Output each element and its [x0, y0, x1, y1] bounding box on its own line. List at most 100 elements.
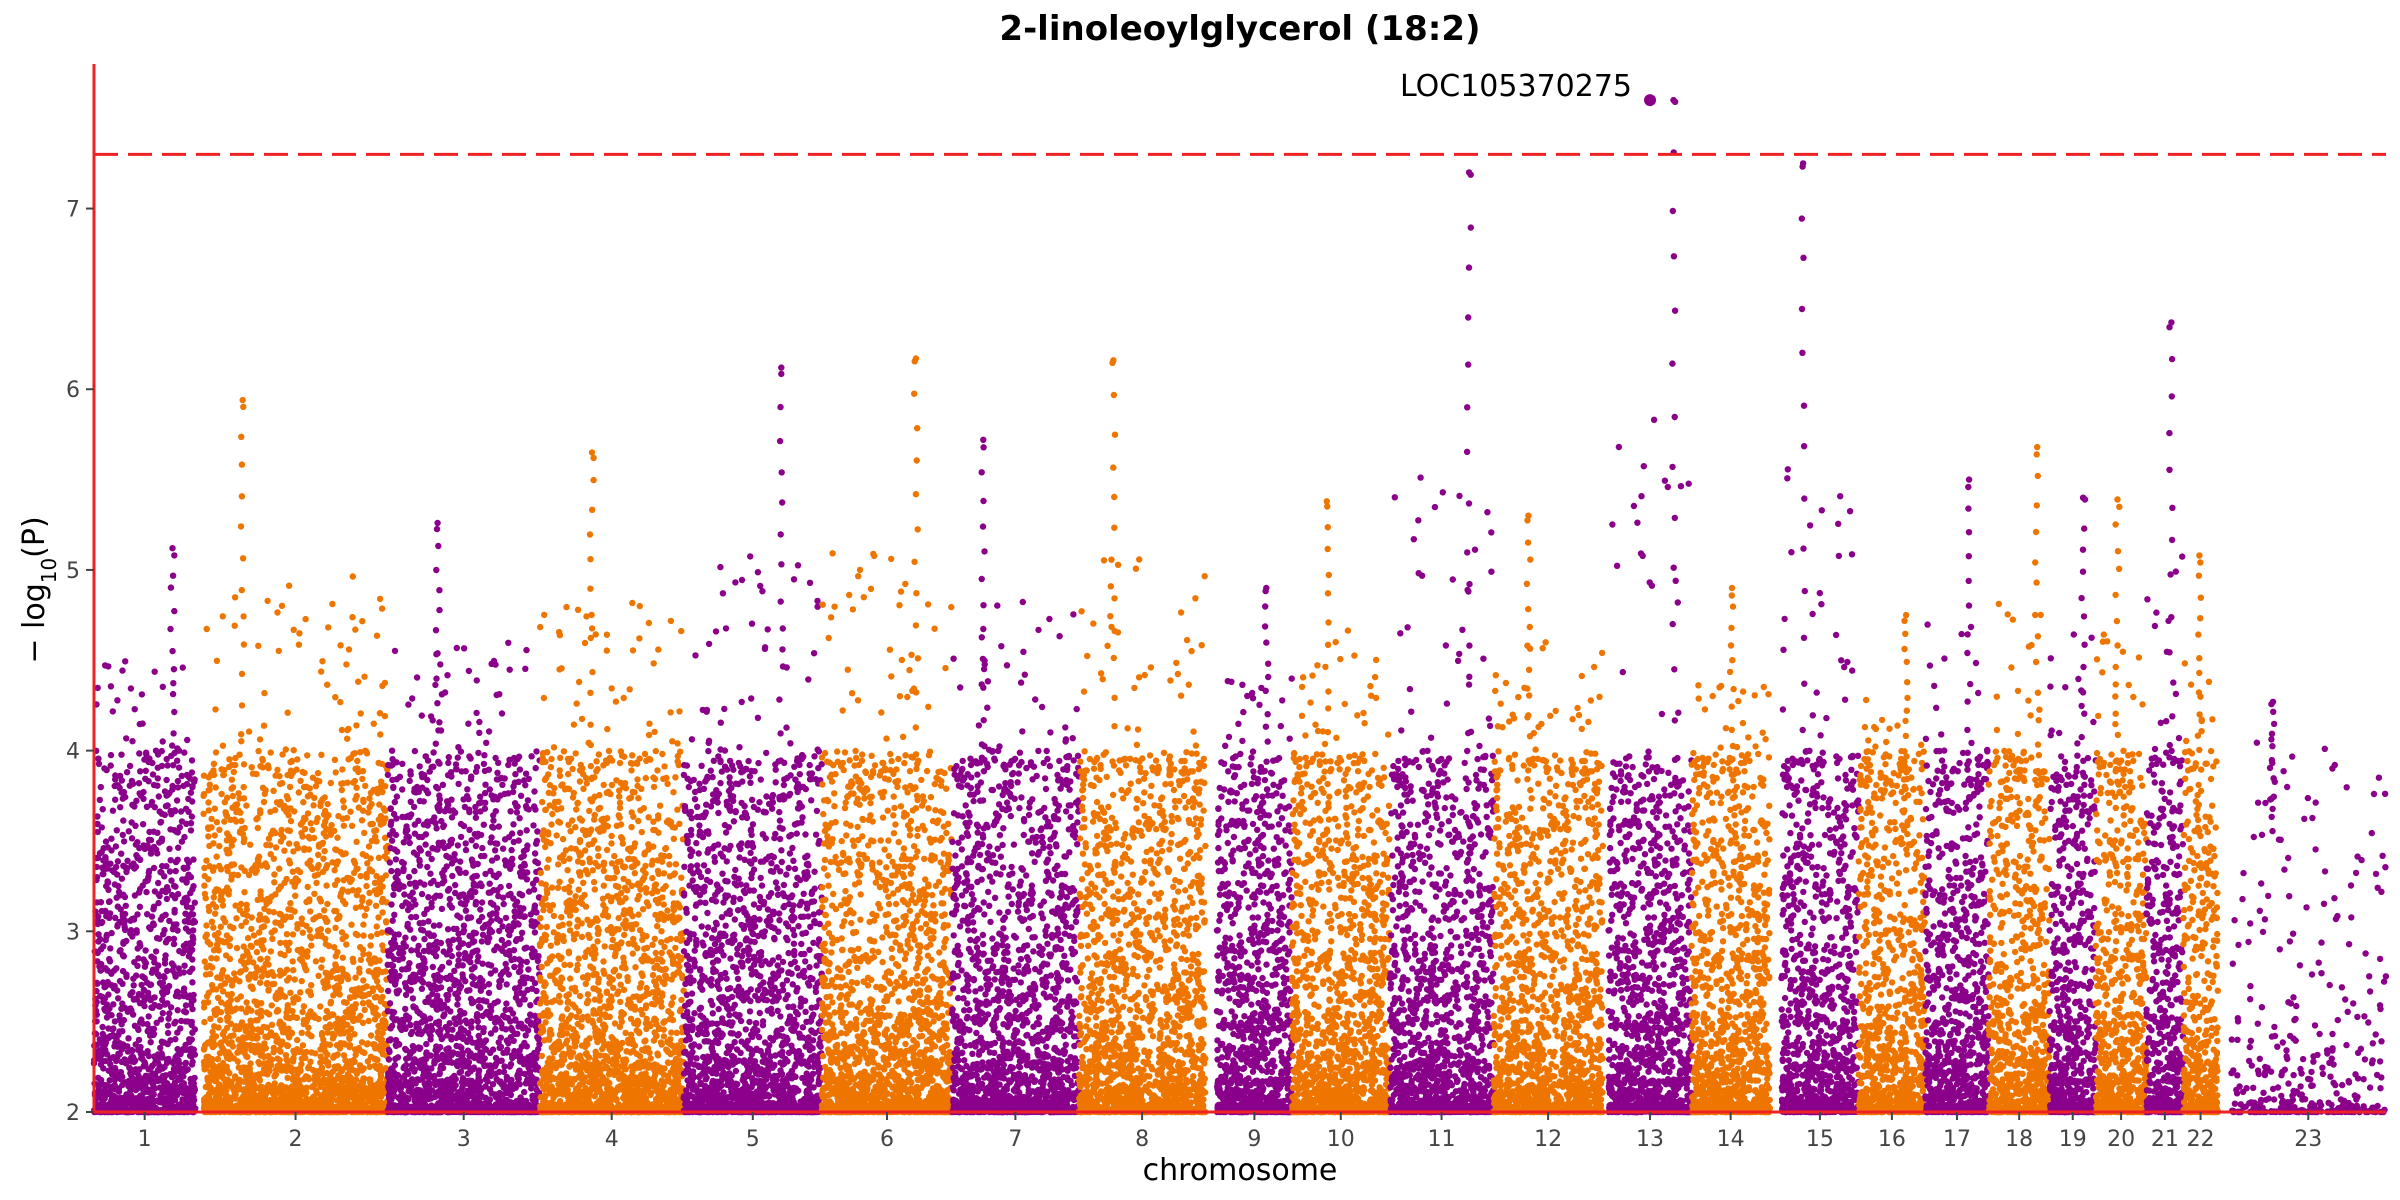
snp-point [516, 837, 522, 843]
snp-point [530, 881, 536, 887]
snp-point [257, 888, 263, 894]
snp-point [315, 871, 321, 877]
snp-point [318, 964, 324, 970]
snp-point [206, 807, 212, 813]
snp-point [467, 953, 473, 959]
snp-point [350, 1090, 356, 1096]
snp-point [339, 766, 345, 772]
snp-point [379, 761, 385, 767]
snp-point [116, 1012, 122, 1018]
snp-point [290, 1055, 296, 1061]
snp-point [188, 827, 194, 833]
snp-point [140, 821, 146, 827]
snp-point [287, 784, 293, 790]
snp-point [358, 873, 364, 879]
snp-point [428, 880, 434, 886]
snp-point [224, 932, 230, 938]
snp-point [224, 1063, 230, 1069]
snp-point [123, 869, 129, 875]
snp-point [266, 908, 272, 914]
snp-point [204, 993, 210, 999]
snp-point [189, 956, 195, 962]
snp-point [155, 880, 161, 886]
snp-point [311, 1093, 317, 1099]
snp-point [131, 915, 137, 921]
snp-point [290, 958, 296, 964]
chromosome-3-points [385, 520, 543, 1115]
snp-point [417, 920, 423, 926]
snp-point [115, 995, 121, 1001]
snp-point [283, 746, 289, 752]
snp-point [178, 1018, 184, 1024]
snp-point [330, 1054, 336, 1060]
snp-point [264, 598, 270, 604]
snp-point [496, 928, 502, 934]
snp-point [190, 1077, 196, 1083]
snp-point [110, 808, 116, 814]
snp-point [318, 752, 324, 758]
snp-point [137, 768, 143, 774]
snp-point [380, 1051, 386, 1057]
snp-point [431, 923, 437, 929]
snp-point [251, 974, 257, 980]
snp-point [181, 963, 187, 969]
snp-point [262, 860, 268, 866]
snp-point [104, 1082, 110, 1088]
snp-point [241, 641, 247, 647]
snp-point [162, 960, 168, 966]
snp-point [390, 918, 396, 924]
snp-point [372, 880, 378, 886]
snp-point [144, 1050, 150, 1056]
snp-point [171, 666, 177, 672]
snp-point [130, 976, 136, 982]
snp-point [524, 827, 530, 833]
snp-point [182, 1060, 188, 1066]
snp-point [318, 841, 324, 847]
snp-point [342, 1041, 348, 1047]
snp-point [135, 1100, 141, 1106]
snp-point [372, 958, 378, 964]
snp-point [216, 827, 222, 833]
snp-point [358, 903, 364, 909]
snp-point [120, 832, 126, 838]
snp-point [370, 1009, 376, 1015]
snp-point [142, 846, 148, 852]
snp-point [376, 801, 382, 807]
snp-point [227, 923, 233, 929]
snp-point [126, 828, 132, 834]
snp-point [137, 940, 143, 946]
snp-point [317, 803, 323, 809]
snp-point [417, 763, 423, 769]
snp-point [141, 1089, 147, 1095]
snp-point [203, 964, 209, 970]
snp-point [363, 1092, 369, 1098]
snp-point [441, 845, 447, 851]
snp-point [379, 1045, 385, 1051]
snp-point [350, 956, 356, 962]
snp-point [101, 867, 107, 873]
snp-point [367, 1064, 373, 1070]
snp-point [261, 723, 267, 729]
snp-point [263, 842, 269, 848]
snp-point [239, 702, 245, 708]
snp-point [155, 962, 161, 968]
snp-point [254, 1097, 260, 1103]
snp-point [176, 748, 182, 754]
snp-point [241, 795, 247, 801]
snp-point [300, 930, 306, 936]
snp-point [315, 770, 321, 776]
snp-point [249, 944, 255, 950]
snp-point [399, 761, 405, 767]
snp-point [361, 830, 367, 836]
snp-point [165, 1030, 171, 1036]
snp-point [226, 756, 232, 762]
snp-point [269, 1002, 275, 1008]
snp-point [249, 764, 255, 770]
snp-point [353, 722, 359, 728]
snp-point [222, 1089, 228, 1095]
snp-point [99, 919, 105, 925]
snp-point [257, 980, 263, 986]
snp-point [224, 813, 230, 819]
snp-point [232, 762, 238, 768]
